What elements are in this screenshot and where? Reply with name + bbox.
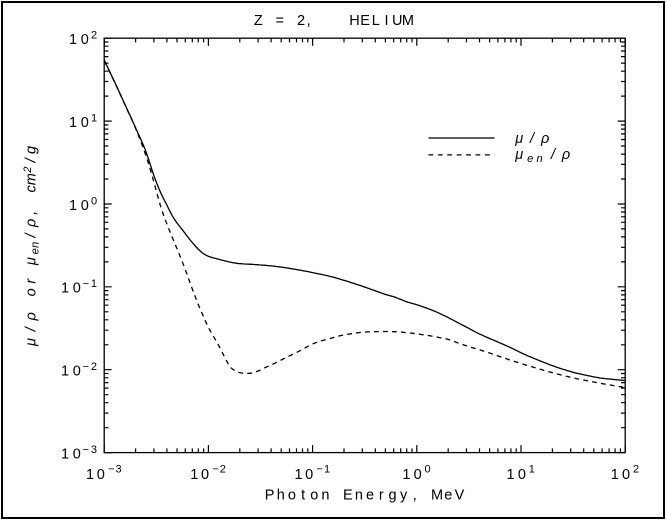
svg-text:,: , (413, 487, 417, 503)
svg-text:E: E (343, 487, 353, 503)
svg-text:2: 2 (91, 361, 97, 373)
svg-text:2: 2 (91, 30, 97, 42)
svg-text:−: − (83, 278, 89, 290)
svg-text:0: 0 (91, 195, 97, 207)
svg-text:μ/ρ: μ / ρ (514, 131, 549, 147)
svg-text:1: 1 (91, 278, 97, 290)
svg-text:1: 1 (91, 112, 97, 124)
svg-text:n: n (355, 487, 363, 503)
svg-text:o: o (310, 487, 318, 503)
svg-text:1: 1 (61, 446, 69, 462)
svg-text:1: 1 (69, 32, 77, 48)
svg-text:V: V (455, 487, 465, 503)
svg-text:1: 1 (69, 198, 77, 214)
svg-text:h: h (277, 487, 285, 503)
svg-text:e: e (444, 487, 452, 503)
svg-text:I: I (384, 13, 388, 29)
svg-text:0: 0 (73, 364, 81, 380)
svg-text:3: 3 (91, 444, 97, 456)
svg-text:U: U (392, 13, 402, 29)
svg-text:o: o (288, 487, 296, 503)
svg-text:0: 0 (518, 467, 526, 483)
svg-text:M: M (431, 487, 443, 503)
svg-text:1: 1 (61, 364, 69, 380)
svg-text:0: 0 (73, 446, 81, 462)
svg-text:r: r (379, 487, 384, 503)
svg-text:en: en (527, 153, 542, 165)
svg-text:E: E (360, 13, 370, 29)
svg-text:0: 0 (622, 467, 630, 483)
svg-text:M: M (402, 13, 414, 29)
svg-text:y: y (400, 487, 408, 503)
svg-text:1: 1 (402, 467, 410, 483)
svg-text:2: 2 (22, 166, 34, 173)
svg-text:0: 0 (414, 467, 422, 483)
svg-text:n: n (321, 487, 329, 503)
svg-text:0: 0 (425, 463, 431, 475)
svg-text:3: 3 (116, 463, 122, 475)
svg-text:P: P (265, 487, 275, 503)
svg-text:1: 1 (69, 115, 77, 131)
svg-text:μ/ρorμ/ρ,cm/g: μ/ρorμ/ρ,cm/g (24, 146, 40, 347)
svg-text:−: − (316, 463, 322, 475)
svg-text:Z: Z (254, 13, 263, 29)
svg-text:0: 0 (81, 32, 89, 48)
svg-text:t: t (301, 487, 305, 503)
svg-text:1: 1 (190, 467, 198, 483)
svg-text:1: 1 (86, 467, 94, 483)
svg-text:−: − (83, 361, 89, 373)
svg-text:1: 1 (507, 467, 515, 483)
svg-text:2: 2 (220, 463, 226, 475)
svg-text:−: − (212, 463, 218, 475)
svg-text:1: 1 (611, 467, 619, 483)
svg-text:e: e (366, 487, 374, 503)
svg-text:−: − (108, 463, 114, 475)
svg-text:L: L (372, 13, 380, 29)
svg-text:g: g (388, 487, 396, 503)
svg-text:2: 2 (297, 13, 305, 29)
svg-text:1: 1 (294, 467, 302, 483)
svg-text:1: 1 (324, 463, 330, 475)
svg-text:0: 0 (201, 467, 209, 483)
svg-text:2: 2 (633, 463, 639, 475)
svg-text:0: 0 (97, 467, 105, 483)
svg-text:0: 0 (73, 281, 81, 297)
svg-text:0: 0 (81, 198, 89, 214)
svg-text:0: 0 (81, 115, 89, 131)
svg-text:1: 1 (61, 281, 69, 297)
svg-text:μ/ρ: μ / ρ (514, 147, 570, 163)
svg-text:=: = (275, 13, 283, 29)
svg-text:H: H (349, 13, 359, 29)
svg-text:−: − (83, 444, 89, 456)
svg-text:0: 0 (305, 467, 313, 483)
svg-text:1: 1 (529, 463, 535, 475)
svg-text:,: , (307, 13, 311, 29)
svg-text:en: en (30, 242, 42, 255)
